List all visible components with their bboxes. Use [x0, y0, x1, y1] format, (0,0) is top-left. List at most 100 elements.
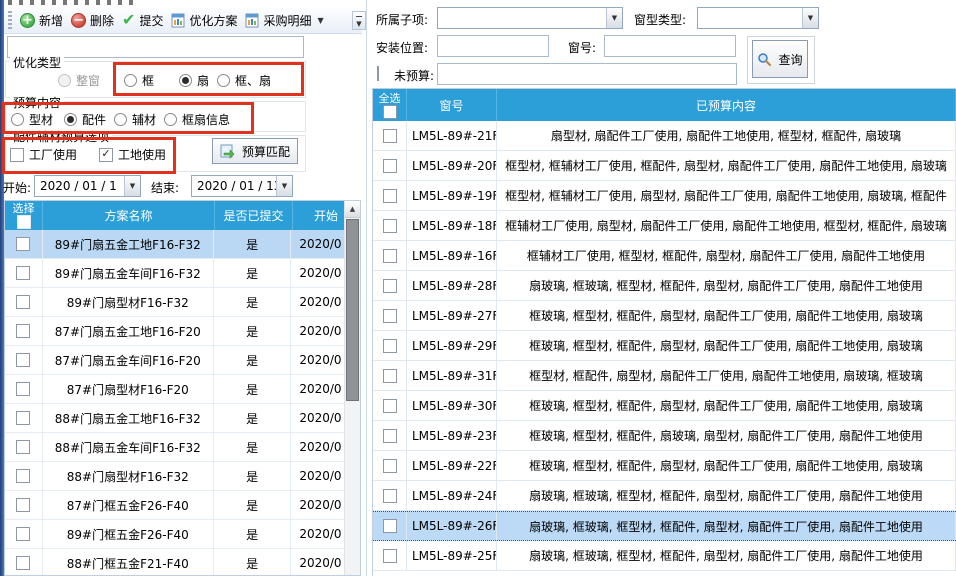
row-checkbox[interactable] [16, 295, 31, 309]
row-checkbox[interactable] [16, 411, 31, 425]
caret-down-icon[interactable]: ▼ [124, 176, 140, 196]
budget-row[interactable]: LM5L-89#-31F29框型材, 框配件, 扇型材, 扇配件工厂使用, 扇配… [373, 361, 956, 391]
budget-row[interactable]: LM5L-89#-21F19扇型材, 扇配件工厂使用, 扇配件工地使用, 框型材… [373, 121, 956, 151]
start-date-picker[interactable]: 2020 / 01 / 1 ▼ [34, 175, 141, 197]
row-checkbox[interactable] [382, 158, 397, 173]
purchase-detail-button[interactable]: 采购明细 ▼ [241, 9, 327, 32]
budget-row[interactable]: LM5L-89#-28F26扇玻璃, 框玻璃, 框型材, 框配件, 扇型材, 扇… [373, 271, 956, 301]
submitted-header[interactable]: 是否已提交 [215, 201, 293, 230]
row-checkbox[interactable] [382, 428, 397, 443]
checkbox-factory-use[interactable]: 工厂使用 [10, 146, 77, 163]
toolbar-grip[interactable] [8, 11, 12, 29]
row-checkbox[interactable] [382, 308, 397, 323]
plan-row[interactable]: 89#门扇五金车间F16-F32 是 2020/0 [5, 259, 360, 288]
sub-item-select[interactable]: ▼ [437, 7, 623, 29]
budget-row[interactable]: LM5L-89#-22F20框玻璃, 框型材, 框配件, 扇型材, 扇配件工厂使… [373, 451, 956, 481]
row-checkbox[interactable] [16, 324, 31, 338]
plan-row[interactable]: 88#门扇五金工地F16-F32 是 2020/0 [5, 404, 360, 433]
budget-row[interactable]: LM5L-89#-30F28框玻璃, 框型材, 框配件, 扇型材, 扇配件工厂使… [373, 391, 956, 421]
submit-button[interactable]: ✔ 提交 [118, 9, 167, 32]
row-checkbox[interactable] [16, 527, 31, 541]
new-button[interactable]: + 新增 [16, 9, 67, 32]
radio-profile[interactable]: 型材 [11, 111, 53, 128]
select-all-checkbox[interactable] [382, 104, 397, 119]
row-checkbox[interactable] [382, 368, 397, 383]
radio-auxiliary[interactable]: 辅材 [114, 111, 156, 128]
delete-button[interactable]: − 删除 [67, 9, 118, 32]
install-pos-input[interactable] [437, 35, 549, 57]
row-checkbox[interactable] [16, 353, 31, 367]
row-checkbox[interactable] [382, 488, 397, 503]
row-checkbox[interactable] [16, 556, 31, 570]
budget-row[interactable]: LM5L-89#-27F25框玻璃, 框型材, 框配件, 扇型材, 扇配件工厂使… [373, 301, 956, 331]
row-select-cell [5, 317, 43, 345]
window-type-select[interactable]: ▼ [697, 7, 819, 29]
budget-row[interactable]: LM5L-89#-16F15框辅材工厂使用, 框型材, 框配件, 扇型材, 扇配… [373, 241, 956, 271]
window-no-column-header[interactable]: 窗号 [407, 89, 497, 121]
install-pos-label: 安装位置: [376, 41, 429, 55]
radio-frame-sash-info[interactable]: 框扇信息 [164, 111, 230, 128]
plan-row[interactable]: 89#门扇型材F16-F32 是 2020/0 [5, 288, 360, 317]
budget-row[interactable]: LM5L-89#-23F21框玻璃, 框型材, 框配件, 扇玻璃, 扇型材, 扇… [373, 421, 956, 451]
caret-down-icon[interactable]: ▼ [606, 8, 622, 28]
radio-frame[interactable]: 框 [124, 72, 154, 89]
row-checkbox[interactable] [382, 548, 397, 563]
budget-row[interactable]: LM5L-89#-20F18框型材, 框辅材工厂使用, 框配件, 扇型材, 扇配… [373, 151, 956, 181]
caret-down-icon[interactable]: ▼ [276, 176, 292, 196]
plan-row[interactable]: 87#门框五金F26-F40 是 2020/0 [5, 491, 360, 520]
row-checkbox[interactable] [16, 382, 31, 396]
budget-row[interactable]: LM5L-89#-24F22扇玻璃, 框玻璃, 框型材, 框配件, 扇型材, 扇… [373, 481, 956, 511]
row-checkbox[interactable] [382, 248, 397, 263]
plan-name-header[interactable]: 方案名称 [43, 201, 215, 230]
plan-row[interactable]: 88#门扇五金车间F16-F32 是 2020/0 [5, 433, 360, 462]
plan-row[interactable]: 87#门扇五金工地F16-F20 是 2020/0 [5, 317, 360, 346]
row-checkbox[interactable] [382, 458, 397, 473]
row-checkbox[interactable] [382, 218, 397, 233]
budget-match-button[interactable]: 预算匹配 [212, 138, 298, 164]
no-budget-input[interactable] [437, 63, 737, 85]
radio-accessory[interactable]: 配件 [64, 111, 106, 128]
row-checkbox[interactable] [382, 338, 397, 353]
window-no-input[interactable] [604, 35, 736, 57]
row-checkbox[interactable] [16, 469, 31, 483]
row-checkbox[interactable] [16, 266, 31, 280]
caret-down-icon[interactable]: ▼ [802, 8, 818, 28]
checkbox-site-use[interactable]: 工地使用 [99, 146, 166, 163]
panel-splitter[interactable] [366, 0, 367, 576]
row-checkbox[interactable] [16, 237, 31, 251]
radio-sash[interactable]: 扇 [179, 72, 209, 89]
plan-row[interactable]: 88#门扇型材F16-F32 是 2020/0 [5, 462, 360, 491]
plan-row[interactable]: 87#门扇五金车间F16-F20 是 2020/0 [5, 346, 360, 375]
plan-filter-input[interactable] [7, 36, 304, 58]
end-date-picker[interactable]: 2020 / 01 / 13 ▼ [191, 175, 293, 197]
budget-content-column-header[interactable]: 已预算内容 [497, 89, 956, 121]
query-button-frame [747, 36, 815, 84]
row-checkbox[interactable] [382, 128, 397, 143]
plan-row[interactable]: 89#门框五金F26-F40 是 2020/0 [5, 520, 360, 549]
budget-row[interactable]: LM5L-89#-25F23扇玻璃, 框玻璃, 框型材, 框配件, 扇型材, 扇… [373, 541, 956, 571]
plan-row[interactable]: 87#门扇型材F16-F20 是 2020/0 [5, 375, 360, 404]
row-select-cell [5, 288, 43, 316]
plan-row[interactable]: 89#门扇五金工地F16-F32 是 2020/0 [5, 230, 360, 259]
toolbar-overflow-button[interactable]: ▼ [352, 11, 366, 30]
row-checkbox[interactable] [382, 519, 397, 533]
row-checkbox[interactable] [16, 498, 31, 512]
plan-row[interactable]: 88#门框五金F21-F40 是 2020/0 [5, 549, 360, 575]
budget-row[interactable]: LM5L-89#-29F27框玻璃, 框型材, 框配件, 扇型材, 扇配件工厂使… [373, 331, 956, 361]
row-checkbox[interactable] [382, 278, 397, 293]
row-checkbox[interactable] [382, 398, 397, 413]
scrollbar-thumb[interactable] [346, 219, 359, 401]
budget-row[interactable]: LM5L-89#-19F17框型材, 框辅材工厂使用, 扇型材, 扇配件工厂使用… [373, 181, 956, 211]
no-budget-checkbox[interactable] [377, 66, 379, 81]
row-checkbox[interactable] [16, 440, 31, 454]
arrow-up-icon[interactable]: ▲ [345, 201, 360, 218]
radio-frame-sash[interactable]: 框、扇 [217, 72, 271, 89]
query-button[interactable]: 查询 [752, 40, 808, 78]
row-checkbox[interactable] [382, 188, 397, 203]
select-all-checkbox[interactable] [16, 215, 31, 229]
budget-row[interactable]: LM5L-89#-18F16框辅材工厂使用, 扇型材, 扇配件工厂使用, 扇配件… [373, 211, 956, 241]
budget-row[interactable]: LM5L-89#-26F24扇玻璃, 框玻璃, 框型材, 框配件, 扇型材, 扇… [373, 511, 956, 541]
window-no-cell: LM5L-89#-26F24 [407, 512, 497, 540]
vertical-scrollbar[interactable]: ▲ [344, 201, 360, 575]
optimize-plan-button[interactable]: 优化方案 [167, 9, 241, 32]
